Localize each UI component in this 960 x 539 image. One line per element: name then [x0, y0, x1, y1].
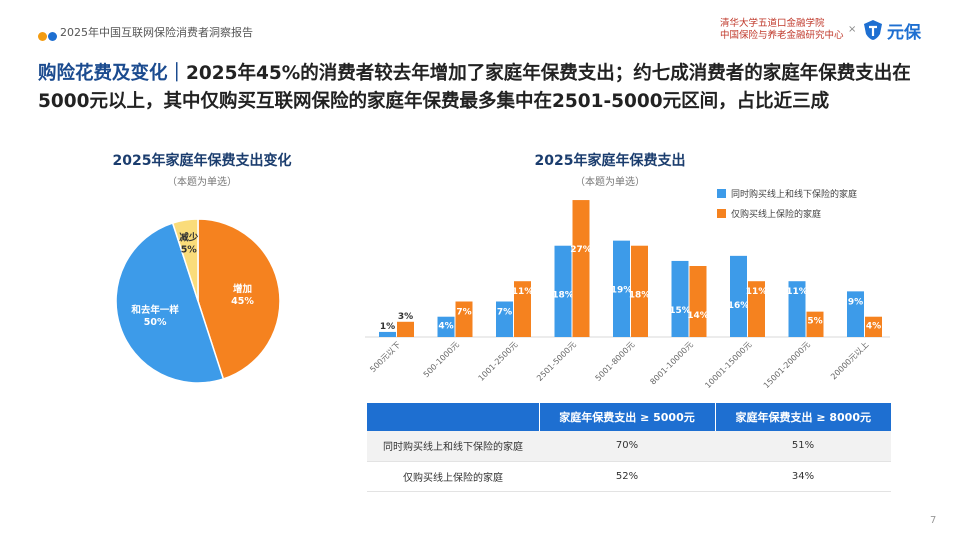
bar-data-label: 14%: [687, 311, 709, 321]
bar-online-offline: [671, 260, 689, 337]
bar-online-offline: [788, 281, 806, 337]
legend-swatch: [717, 189, 726, 198]
bar-data-label: 7%: [497, 308, 512, 318]
bar-online-offline: [847, 291, 864, 337]
headline-text: 2025年45%的消费者较去年增加了家庭年保费支出；约七成消费者的家庭年保费支出…: [38, 63, 911, 112]
institution-line-2: 中国保险与养老金融研究中心: [720, 30, 844, 41]
bar-online-only: [631, 245, 648, 337]
bar-data-label: 9%: [848, 297, 863, 307]
bar-data-label: 11%: [786, 287, 808, 297]
x-tick-label: 500-1000元: [422, 340, 461, 379]
x-tick-label: 500元以下: [368, 340, 402, 374]
bar-online-only: [514, 281, 531, 337]
x-tick-label: 5001-8000元: [594, 340, 637, 383]
bar-data-label: 5%: [807, 317, 822, 327]
shield-icon: [864, 20, 882, 40]
pie-slice-2: [171, 218, 199, 302]
row-label: 仅购买线上保险的家庭: [367, 461, 539, 492]
bar-online-only: [865, 316, 882, 337]
brand-logo: 元保: [862, 18, 942, 43]
table-header-row: 家庭年保费支出 ≥ 5000元 家庭年保费支出 ≥ 8000元: [367, 403, 891, 431]
bar-chart: 1%3%500元以下4%7%500-1000元7%11%1001-2500元18…: [365, 188, 890, 390]
bar-data-label: 1%: [380, 322, 395, 332]
table-header-blank: [367, 403, 540, 431]
headline: 购险花费及变化｜2025年45%的消费者较去年增加了家庭年保费支出；约七成消费者…: [38, 60, 938, 116]
bar-online-offline: [613, 240, 630, 337]
x-tick-label: 1001-2500元: [477, 340, 520, 383]
table-header-5000: 家庭年保费支出 ≥ 5000元: [539, 403, 716, 431]
pie-chart-subtitle: （本题为单选）: [167, 177, 237, 188]
bar-online-only: [397, 321, 414, 337]
pie-slice-label: 增加: [233, 283, 252, 295]
table-row: 仅购买线上保险的家庭 52% 34%: [367, 461, 891, 492]
pie-slice-0: [197, 218, 281, 380]
pie-slice-value: 5%: [181, 245, 198, 256]
bar-online-only: [572, 200, 590, 337]
bar-data-label: 11%: [746, 287, 768, 297]
header-dots: [38, 26, 57, 45]
bar-online-only: [455, 301, 473, 337]
bar-online-only: [689, 266, 707, 337]
table-header-8000: 家庭年保费支出 ≥ 8000元: [715, 403, 891, 431]
orange-dot: [38, 32, 47, 41]
bar-data-label: 3%: [398, 312, 413, 322]
pie-slice-label: 减少: [179, 232, 199, 244]
bar-data-label: 11%: [512, 287, 534, 297]
table-row: 同时购买线上和线下保险的家庭 70% 51%: [367, 431, 891, 462]
x-tick-label: 15001-20000元: [762, 340, 812, 390]
bar-data-label: 18%: [552, 291, 574, 301]
legend-label: 仅购买线上保险的家庭: [731, 208, 821, 220]
bar-data-label: 7%: [456, 308, 471, 318]
row-value-5000: 52%: [539, 461, 715, 492]
summary-table: 家庭年保费支出 ≥ 5000元 家庭年保费支出 ≥ 8000元 同时购买线上和线…: [367, 403, 891, 492]
bar-data-label: 4%: [866, 322, 881, 332]
bar-data-label: 19%: [611, 286, 633, 296]
pie-slice-value: 45%: [231, 296, 254, 307]
pie-slice-label: 和去年一样: [130, 304, 179, 316]
bar-data-label: 4%: [438, 322, 453, 332]
bar-online-offline: [437, 316, 455, 337]
bar-online-offline: [554, 245, 572, 337]
bar-online-offline: [730, 255, 747, 337]
x-tick-label: 2501-5000元: [535, 340, 578, 383]
headline-keyword: 购险花费及变化｜: [38, 63, 187, 84]
row-label: 同时购买线上和线下保险的家庭: [367, 431, 539, 462]
pie-slice-1: [115, 222, 225, 384]
row-value-5000: 70%: [539, 431, 715, 462]
bar-data-label: 16%: [728, 301, 750, 311]
legend-label: 同时购买线上和线下保险的家庭: [731, 188, 857, 200]
bar-online-offline: [496, 301, 513, 337]
brand-name: 元保: [887, 23, 921, 43]
page-number: 7: [930, 515, 937, 526]
bar-chart-title: 2025年家庭年保费支出: [534, 153, 686, 169]
bar-online-offline: [379, 331, 396, 337]
pie-slice-value: 50%: [144, 317, 167, 328]
report-title: 2025年中国互联网保险消费者洞察报告: [60, 26, 253, 39]
bar-data-label: 27%: [570, 245, 592, 255]
institution-name: 清华大学五道口金融学院 中国保险与养老金融研究中心: [720, 18, 844, 42]
bar-chart-subtitle: （本题为单选）: [575, 177, 645, 188]
blue-dot: [48, 32, 57, 41]
bar-online-only: [806, 311, 824, 337]
row-value-8000: 51%: [715, 431, 891, 462]
logo-separator: ×: [848, 24, 857, 35]
bar-online-only: [748, 281, 765, 337]
bar-data-label: 18%: [629, 291, 651, 301]
row-value-8000: 34%: [715, 461, 891, 492]
legend-swatch: [717, 209, 726, 218]
pie-chart-title: 2025年家庭年保费支出变化: [112, 153, 292, 169]
institution-line-1: 清华大学五道口金融学院: [720, 18, 825, 29]
x-tick-label: 10001-15000元: [703, 340, 753, 390]
bar-data-label: 15%: [669, 306, 691, 316]
x-tick-label: 8001-10000元: [648, 340, 694, 386]
x-tick-label: 20000元以上: [829, 340, 870, 381]
